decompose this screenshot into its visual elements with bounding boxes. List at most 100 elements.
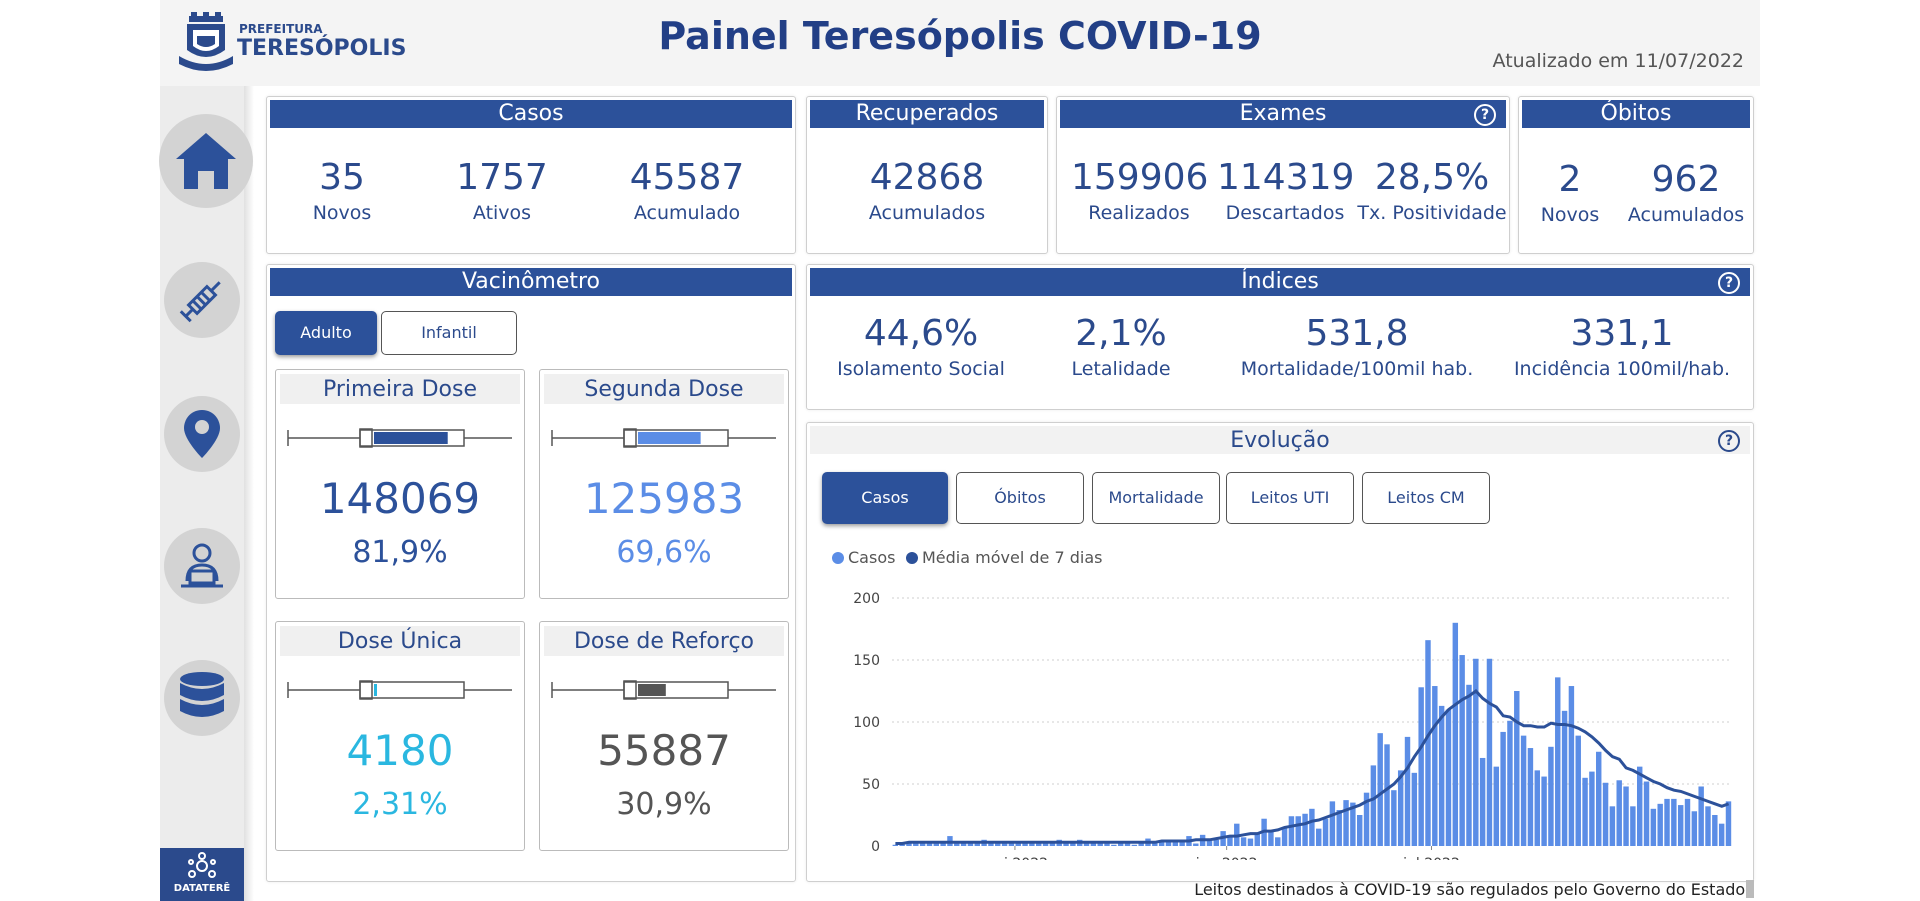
cases-active-label: Ativos (472, 202, 532, 224)
index-incidence: 331,1 Incidência 100mil/hab. (1507, 313, 1737, 380)
bar (995, 843, 1001, 846)
bar (940, 842, 946, 846)
syringe-gauge-icon (551, 428, 776, 448)
prefeitura-logo: PREFEITURA TERESÓPOLIS (175, 12, 407, 76)
bar (1090, 843, 1097, 846)
bar (1036, 843, 1042, 846)
cases-new: 35 Novos (287, 157, 397, 224)
database-icon (180, 672, 224, 717)
booster-dose-title: Dose de Reforço (544, 626, 784, 656)
evo-tab-obitos[interactable]: Óbitos (956, 472, 1084, 524)
cases-active-value: 1757 (456, 157, 548, 198)
deaths-total-label: Acumulados (1627, 204, 1745, 226)
cases-total: 45587 Acumulado (597, 157, 777, 224)
bar (1650, 808, 1657, 846)
evo-tab-leitos-uti[interactable]: Leitos UTI (1226, 472, 1354, 524)
indices-help-icon[interactable]: ? (1718, 272, 1740, 294)
bar (1698, 786, 1704, 846)
bar (1541, 776, 1547, 846)
syringe-gauge-icon (287, 680, 512, 700)
tab-adulto[interactable]: Adulto (275, 311, 377, 355)
chart-line (895, 688, 1730, 845)
bar (1001, 843, 1008, 846)
bar (1158, 841, 1165, 846)
bar (1527, 748, 1534, 846)
recovered-title: Recuperados (810, 100, 1044, 128)
syringe-stopper (359, 428, 373, 448)
legend-avg-label: Média móvel de 7 dias (922, 548, 1102, 567)
bar (1288, 816, 1295, 846)
bar (892, 844, 899, 846)
bar (1712, 815, 1718, 846)
home-icon (176, 133, 236, 189)
bar (1671, 798, 1677, 846)
evo-tab-leitos-cm[interactable]: Leitos CM (1362, 472, 1490, 524)
booster-dose-pct: 30,9% (616, 787, 712, 822)
syringe-stopper (623, 428, 637, 448)
second-dose-box: Segunda Dose 125983 69,6% (539, 369, 789, 599)
bar (1193, 843, 1199, 846)
bar (1555, 677, 1561, 846)
syringe-stopper (623, 680, 637, 700)
bar (1281, 827, 1288, 846)
nav-vaccine-button[interactable] (164, 262, 240, 338)
syringe-gauge-icon (551, 680, 776, 700)
indices-title-text: Índices (1241, 269, 1319, 294)
bar (1514, 691, 1520, 846)
nav-data-button[interactable] (164, 660, 240, 736)
deaths-new: 2 Novos (1525, 159, 1615, 226)
bar (1466, 684, 1472, 846)
index-mortality: 531,8 Mortalidade/100mil hab. (1237, 313, 1477, 380)
bar (1418, 687, 1424, 846)
exams-discarded-label: Descartados (1225, 202, 1345, 224)
evo-tab-mortalidade[interactable]: Mortalidade (1092, 472, 1220, 524)
bar (1329, 801, 1336, 846)
first-dose-pct: 81,9% (352, 535, 448, 570)
nav-team-button[interactable] (164, 528, 240, 604)
bar (1630, 806, 1636, 846)
index-mortality-label: Mortalidade/100mil hab. (1240, 358, 1474, 380)
bar (1350, 802, 1356, 846)
bar (954, 843, 960, 846)
index-lethality: 2,1% Letalidade (1031, 313, 1211, 380)
footer-note: Leitos destinados à COVID-19 são regulad… (1194, 880, 1750, 899)
tab-infantil[interactable]: Infantil (381, 311, 517, 355)
bar (1718, 823, 1725, 846)
recovered-total: 42868 Acumulados (807, 157, 1047, 224)
y-tick-label: 0 (871, 839, 880, 855)
bar (1452, 622, 1459, 846)
single-dose-value: 4180 (346, 726, 454, 775)
network-icon (188, 852, 216, 878)
moving-average-line (895, 688, 1730, 845)
nav-map-button[interactable] (164, 396, 240, 472)
exams-positivity-value: 28,5% (1374, 157, 1490, 198)
exams-done-value: 159906 (1071, 157, 1209, 198)
bar (1370, 765, 1377, 846)
scroll-handle[interactable] (1746, 880, 1754, 898)
legend-cases-label: Casos (848, 548, 895, 567)
cases-title: Casos (270, 100, 792, 128)
evolution-help-icon[interactable]: ? (1718, 430, 1740, 452)
bar (1561, 710, 1568, 846)
exams-discarded: 114319 Descartados (1217, 157, 1354, 224)
bar (1636, 766, 1643, 846)
bar (913, 842, 919, 846)
bar (1275, 837, 1281, 846)
index-lethality-label: Letalidade (1071, 358, 1171, 380)
evolution-title: Evolução ? (810, 426, 1750, 454)
bar (1473, 658, 1479, 846)
index-isolation: 44,6% Isolamento Social (821, 313, 1021, 380)
nav-home-button[interactable] (159, 114, 253, 208)
bar (1124, 843, 1131, 846)
chart-legend: Casos Média móvel de 7 dias (832, 548, 1102, 567)
location-pin-icon (184, 410, 220, 458)
bar (1254, 833, 1260, 846)
evo-tab-casos[interactable]: Casos (822, 472, 948, 524)
bar (1165, 841, 1172, 846)
datatere-logo[interactable]: DATATERÊ (160, 848, 244, 901)
single-dose-title: Dose Única (280, 626, 520, 656)
updated-date: Atualizado em 11/07/2022 (1492, 50, 1744, 72)
vaccine-card: Vacinômetro Adulto Infantil Primeira Dos… (266, 264, 796, 882)
logo-big-text: TERESÓPOLIS (237, 36, 407, 61)
exams-help-icon[interactable]: ? (1474, 104, 1496, 126)
